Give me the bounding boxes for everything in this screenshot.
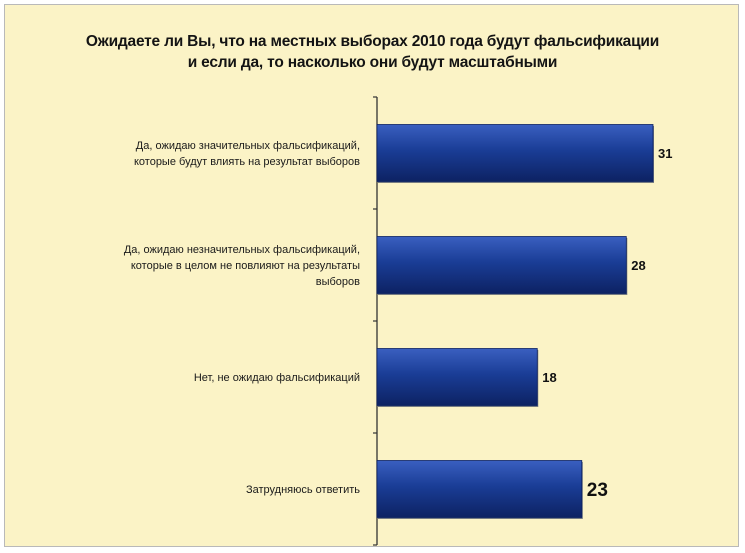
data-label: 28 xyxy=(631,258,645,273)
category-label-line: выборов xyxy=(316,276,360,288)
bar xyxy=(377,349,537,406)
category-label-line: Нет, не ожидаю фальсификаций xyxy=(194,372,360,384)
bar xyxy=(377,237,626,294)
data-label: 31 xyxy=(658,146,672,161)
category-label: Да, ожидаю значительных фальсификаций, ко… xyxy=(134,140,360,168)
category-label: Да, ожидаю незначительных фальсификаций,… xyxy=(124,244,360,288)
bar xyxy=(377,461,582,518)
bar xyxy=(377,125,653,182)
category-label: Затрудняюсь ответить xyxy=(246,484,360,496)
category-label-line: которые в целом не повлияют на результат… xyxy=(131,260,360,272)
data-label: 18 xyxy=(542,370,556,385)
category-label-line: Да, ожидаю незначительных фальсификаций, xyxy=(124,244,360,256)
category-label: Нет, не ожидаю фальсификаций xyxy=(194,372,360,384)
data-label: 23 xyxy=(587,480,608,501)
category-label-line: Затрудняюсь ответить xyxy=(246,484,360,496)
category-label-line: Да, ожидаю значительных фальсификаций, xyxy=(136,140,360,152)
category-label-line: которые будут влиять на результат выборо… xyxy=(134,156,360,168)
